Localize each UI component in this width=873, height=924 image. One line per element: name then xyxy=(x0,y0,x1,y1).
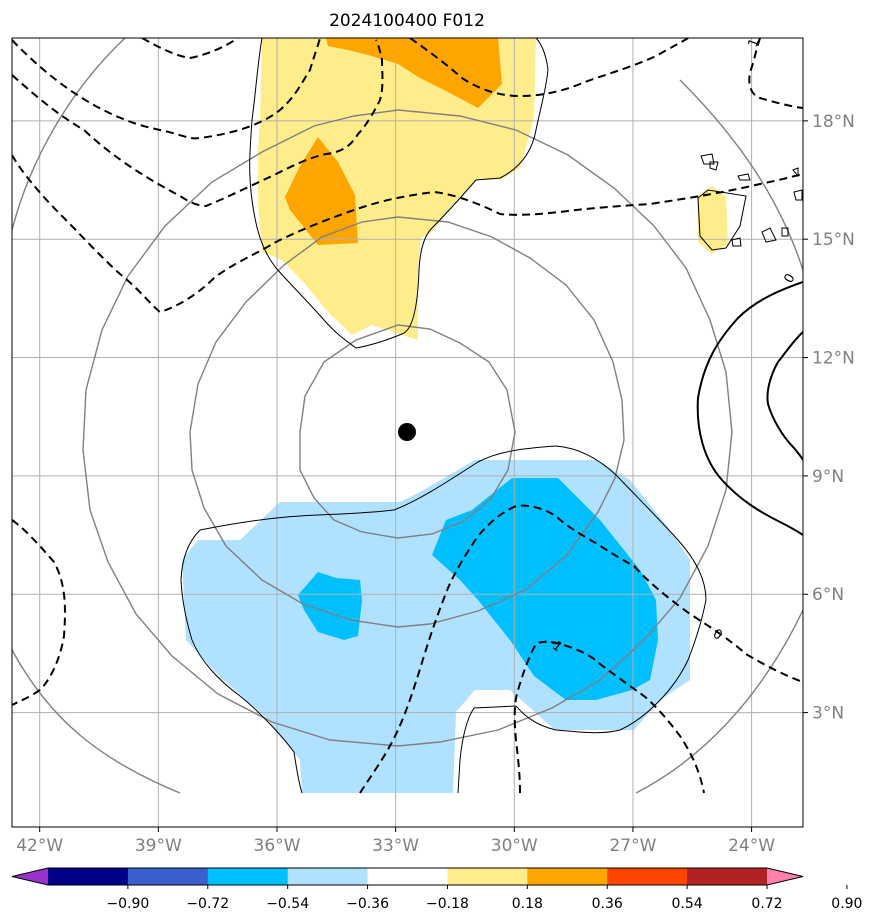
y-axis-ticks: 3°N 6°N 9°N 12°N 15°N 18°N xyxy=(803,112,855,724)
colorbar-label-5: 0.18 xyxy=(512,896,543,912)
storm-center-marker xyxy=(398,423,416,441)
negative-field-0.36-west xyxy=(298,572,362,640)
shaded-fields xyxy=(182,38,728,793)
colorbar-segment-8 xyxy=(687,868,768,885)
colorbar-outline xyxy=(11,867,804,886)
dashed-contour-8 xyxy=(359,504,803,794)
x-tick-label-2: 36°W xyxy=(254,836,301,856)
colorbar-label-9: 0.90 xyxy=(831,896,862,912)
y-tick-label-4: 15°N xyxy=(812,230,855,250)
x-tick-label-4: 30°W xyxy=(491,836,538,856)
negative-field-0.36-east xyxy=(432,478,658,700)
colorbar-segment-0 xyxy=(48,868,129,885)
distance-rings xyxy=(12,38,803,794)
x-tick-label-6: 24°W xyxy=(728,836,775,856)
colorbar-segment-1 xyxy=(127,868,209,885)
ring-2 xyxy=(189,216,625,628)
colorbar-label-1: −0.72 xyxy=(186,896,229,912)
dashed-contour-6 xyxy=(748,38,803,109)
dashed-contour-4 xyxy=(141,38,239,60)
x-tick-label-5: 27°W xyxy=(609,836,656,856)
y-tick-label-2: 9°N xyxy=(812,467,844,487)
ring-4 xyxy=(12,38,803,794)
colorbar-segment-2 xyxy=(207,868,289,885)
dashed-contours xyxy=(12,38,803,794)
colorbar-label-0: −0.90 xyxy=(106,896,149,912)
ring-3 xyxy=(82,109,733,747)
x-axis-ticks: 42°W 39°W 36°W 33°W 30°W 27°W 24°W xyxy=(16,827,775,856)
colorbar-segment-3 xyxy=(287,868,369,885)
map-area: 1 0 -1 0 xyxy=(12,36,803,827)
positive-field-0.36-top xyxy=(326,38,502,108)
thin-contour-island-3 xyxy=(731,167,803,247)
thin-contour-south xyxy=(180,445,707,794)
colorbar-segment-6 xyxy=(527,868,608,885)
ring-1 xyxy=(299,324,516,539)
solid-contours xyxy=(696,281,803,536)
contour-label-right-low: 0 xyxy=(710,626,725,643)
dashed-contour-5 xyxy=(409,38,689,98)
thin-contours xyxy=(180,38,803,794)
y-tick-label-5: 18°N xyxy=(812,112,855,132)
map-frame xyxy=(11,37,804,828)
thin-contour-island-1 xyxy=(697,189,747,251)
solid-contour-inner xyxy=(766,331,803,461)
colorbar-label-3: −0.36 xyxy=(346,896,389,912)
gridlines xyxy=(12,38,803,827)
y-tick-label-3: 12°N xyxy=(812,349,855,369)
dashed-contour-1 xyxy=(12,154,803,314)
colorbar-label-4: −0.18 xyxy=(426,896,469,912)
colorbar-label-2: −0.54 xyxy=(266,896,309,912)
x-tick-label-3: 33°W xyxy=(372,836,419,856)
x-tick-label-0: 42°W xyxy=(16,836,63,856)
contour-label-top-right: 1 xyxy=(746,36,763,49)
colorbar-extend-low xyxy=(12,868,48,885)
x-tick-label-1: 39°W xyxy=(135,836,182,856)
chart-title: 2024100400 F012 xyxy=(329,11,485,31)
thin-contour-north xyxy=(249,38,549,349)
colorbar: −0.90 −0.72 −0.54 −0.36 −0.18 0.18 0.36 0.54 0.7… xyxy=(11,867,862,912)
positive-field-0.36-mid xyxy=(285,137,358,245)
colorbar-segment-4 xyxy=(367,868,448,885)
positive-field-0.18-small xyxy=(697,186,728,254)
y-tick-label-1: 6°N xyxy=(812,585,844,605)
dashed-contour-7 xyxy=(12,519,66,706)
colorbar-label-6: 0.36 xyxy=(592,896,623,912)
dashed-contour-9 xyxy=(513,640,705,794)
dashed-contour-3 xyxy=(12,38,321,140)
colorbar-label-8: 0.72 xyxy=(751,896,782,912)
colorbar-segment-7 xyxy=(607,868,688,885)
positive-field-0.18 xyxy=(258,38,536,340)
dashed-contour-2 xyxy=(12,39,384,208)
colorbar-segment-5 xyxy=(447,868,528,885)
colorbar-extend-high xyxy=(767,868,803,885)
colorbar-label-7: 0.54 xyxy=(672,896,703,912)
y-tick-label-0: 3°N xyxy=(812,704,844,724)
thin-contour-island-2 xyxy=(700,153,719,171)
solid-contour-outer xyxy=(696,281,803,536)
